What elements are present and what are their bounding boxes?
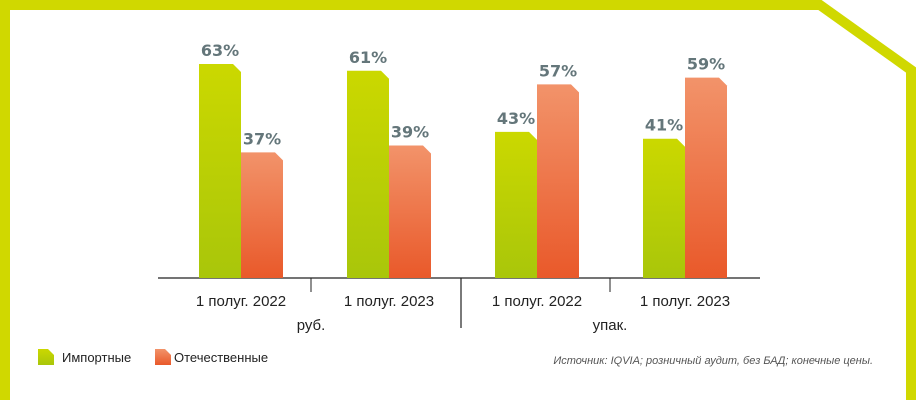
legend-swatch-domestic [155,349,171,365]
value-label-import-2: 61% [349,48,387,67]
value-label-domestic-1: 37% [243,129,281,148]
value-label-domestic-3: 57% [539,61,577,80]
bar-import-2 [347,70,389,279]
value-label-import-4: 41% [645,116,683,135]
group-label-rub: руб. [297,317,326,334]
category-label-4: 1 полуг. 2023 [640,293,730,310]
bar-domestic-2 [389,145,431,278]
category-label-2: 1 полуг. 2023 [344,293,434,310]
value-label-domestic-4: 59% [687,55,725,74]
value-label-domestic-2: 39% [391,123,429,142]
value-label-import-1: 63% [201,41,239,60]
value-label-import-3: 43% [497,109,535,128]
category-label-3: 1 полуг. 2022 [492,293,582,310]
bar-import-4 [643,138,685,278]
category-label-1: 1 полуг. 2022 [196,293,286,310]
group-label-upak: упак. [593,317,628,334]
legend-label-import: Импортные [62,350,131,365]
bar-domestic-4 [685,77,727,278]
legend: Импортные Отечественные [38,349,268,365]
bar-domestic-3 [537,84,579,278]
bar-import-1 [199,64,241,278]
bar-import-3 [495,131,537,278]
legend-swatch-import [38,349,54,365]
legend-label-domestic: Отечественные [174,350,268,365]
source-note: Источник: IQVIA; розничный аудит, без БА… [553,355,873,367]
bar-domestic-1 [241,152,283,278]
